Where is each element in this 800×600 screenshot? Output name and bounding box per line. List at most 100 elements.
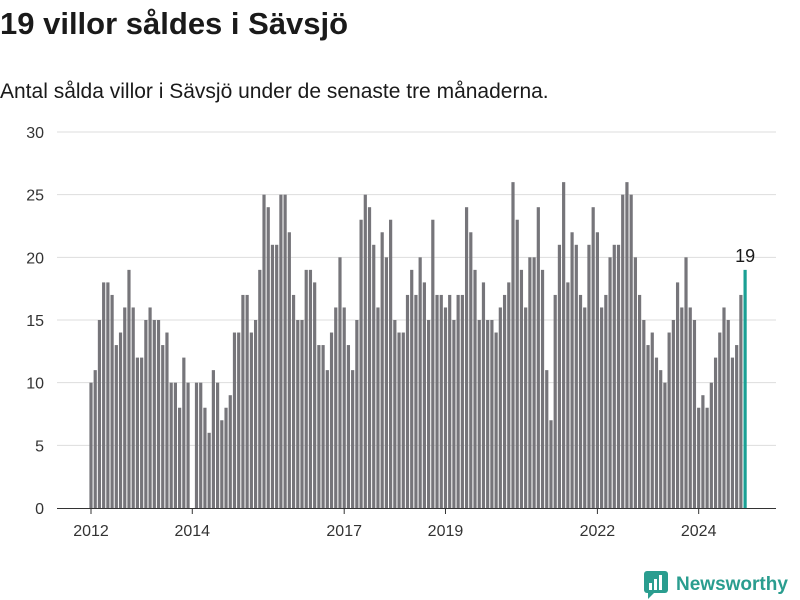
x-tick-label: 2022 (580, 523, 616, 540)
bar (270, 244, 275, 509)
bar (291, 294, 296, 508)
bar (253, 320, 258, 508)
bar (688, 307, 692, 508)
bar (638, 294, 642, 508)
bar (228, 395, 232, 508)
bar (287, 232, 291, 508)
bar (342, 307, 346, 508)
bar (528, 257, 532, 508)
bar (165, 332, 169, 508)
bar (612, 244, 616, 509)
bar (114, 345, 118, 508)
bar (300, 320, 304, 508)
bar (304, 269, 308, 508)
bar (511, 182, 515, 508)
bar (127, 269, 131, 508)
bar (414, 294, 418, 508)
bar (477, 320, 481, 508)
bar (456, 294, 460, 508)
bar (743, 269, 747, 508)
bar (376, 307, 380, 508)
bar (578, 294, 583, 508)
bar (405, 294, 410, 508)
bar (507, 282, 511, 508)
bar (667, 332, 671, 508)
bar (359, 219, 363, 508)
bar (211, 370, 215, 508)
bar (262, 194, 266, 508)
latest-value-label: 19 (735, 246, 755, 266)
bar (549, 420, 553, 508)
bar (701, 395, 705, 508)
bar (494, 332, 498, 508)
bar (89, 382, 93, 508)
bar (97, 320, 102, 508)
bar (346, 345, 351, 508)
bar (135, 357, 140, 508)
bar (587, 244, 591, 509)
bar (633, 257, 637, 508)
bar (722, 307, 726, 508)
bar (334, 307, 338, 508)
chart-subtitle: Antal sålda villor i Sävsjö under de sen… (0, 80, 549, 103)
bar (325, 370, 329, 508)
x-tick-label: 2017 (326, 523, 362, 540)
bar (372, 244, 376, 509)
bar (469, 232, 473, 508)
bar (152, 320, 156, 508)
bar-chart: 0 5 10 15 20 25 30 2012 2014 2017 2019 2022 2024 19 (26, 125, 776, 540)
bar (232, 332, 237, 508)
bar (431, 219, 435, 508)
bar (144, 320, 148, 508)
y-tick-label: 10 (26, 376, 44, 393)
bar (730, 357, 735, 508)
bar (418, 257, 422, 508)
bar (591, 207, 595, 508)
x-tick-label: 2024 (681, 523, 717, 540)
bar (718, 332, 722, 508)
x-tick-label: 2014 (174, 523, 210, 540)
bar (102, 282, 106, 508)
newsworthy-logo: Newsworthy (644, 570, 788, 600)
bar (595, 232, 599, 508)
bar (140, 357, 144, 508)
y-tick-label: 0 (35, 501, 44, 518)
bar (182, 357, 186, 508)
bar (519, 269, 524, 508)
chart-title: 19 villor såldes i Sävsjö (0, 6, 349, 41)
bar (452, 320, 456, 508)
bar (367, 207, 372, 508)
bar (625, 182, 629, 508)
bar (486, 320, 490, 508)
bar (317, 345, 321, 508)
bar (604, 294, 608, 508)
bar (650, 332, 654, 508)
bar (464, 207, 469, 508)
bar (118, 332, 123, 508)
bar (498, 307, 502, 508)
bar (203, 407, 207, 508)
y-tick-label: 5 (35, 438, 44, 455)
bar (642, 320, 646, 508)
bar (245, 294, 249, 508)
x-tick-label: 2012 (73, 523, 109, 540)
bar (705, 407, 709, 508)
bar (709, 382, 713, 508)
bar (148, 307, 152, 508)
bar (313, 282, 317, 508)
bar (621, 194, 625, 508)
bar (355, 320, 359, 508)
bar (410, 269, 414, 508)
bar (224, 407, 228, 508)
bar (275, 244, 279, 509)
bar (671, 320, 675, 508)
bar (279, 194, 283, 508)
y-tick-label: 25 (26, 188, 44, 205)
bar (490, 320, 494, 508)
bar (258, 269, 262, 508)
bar (692, 320, 697, 508)
bar (553, 294, 557, 508)
bar (443, 307, 448, 508)
y-tick-label: 20 (26, 250, 44, 267)
bar (570, 232, 574, 508)
